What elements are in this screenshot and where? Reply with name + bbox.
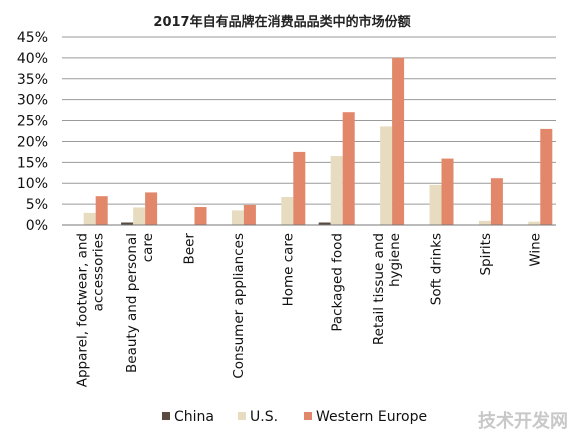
bar-china bbox=[121, 222, 134, 225]
y-tick-label: 20% bbox=[17, 134, 48, 150]
x-category-line: Home care bbox=[280, 233, 296, 306]
bar-china bbox=[318, 222, 331, 225]
x-category-label: Beauty and personal care bbox=[124, 233, 156, 373]
bar-western-europe bbox=[293, 151, 306, 225]
bar-u-s- bbox=[478, 220, 491, 225]
legend-item: U.S. bbox=[238, 409, 278, 425]
x-category-line: Consumer appliances bbox=[231, 233, 247, 379]
x-category-label: Retail tissue and hygiene bbox=[371, 233, 403, 345]
legend-label: China bbox=[174, 409, 214, 425]
y-axis-tick-labels: 0% 5% 10% 15% 20% 25% 30% 35% 40% 45% bbox=[17, 30, 48, 234]
y-tick-label: 30% bbox=[17, 93, 48, 109]
bar-u-s- bbox=[429, 184, 442, 225]
bar-u-s- bbox=[281, 197, 294, 225]
bar-u-s- bbox=[231, 210, 244, 225]
x-category-line: Wine bbox=[527, 233, 543, 267]
x-category-line: Spirits bbox=[478, 233, 494, 276]
y-tick-label: 10% bbox=[17, 176, 48, 192]
bar-u-s- bbox=[528, 221, 541, 225]
y-tick-label: 35% bbox=[17, 72, 48, 88]
legend-label: Western Europe bbox=[316, 409, 427, 425]
x-category-line: Apparel, footwear, and bbox=[75, 233, 91, 387]
bar-western-europe bbox=[243, 204, 256, 225]
x-category-line: Soft drinks bbox=[429, 233, 445, 305]
x-category-line: Packaged food bbox=[330, 233, 346, 332]
legend-swatch bbox=[304, 412, 312, 420]
y-tick-label: 15% bbox=[17, 155, 48, 171]
bar-western-europe bbox=[490, 178, 503, 225]
x-category-label: Home care bbox=[280, 233, 296, 306]
bar-western-europe bbox=[441, 158, 454, 225]
y-tick-label: 25% bbox=[17, 114, 48, 130]
x-category-label: Beer bbox=[182, 233, 198, 265]
bar-western-europe bbox=[145, 192, 158, 225]
bar-u-s- bbox=[330, 156, 343, 225]
x-category-line: Beer bbox=[182, 233, 198, 265]
legend-item: Western Europe bbox=[304, 409, 427, 425]
y-tick-label: 45% bbox=[17, 30, 48, 46]
y-tick-label: 0% bbox=[26, 218, 48, 234]
x-category-label: Packaged food bbox=[330, 233, 346, 332]
x-category-label: Wine bbox=[527, 233, 543, 267]
x-category-label: Soft drinks bbox=[429, 233, 445, 305]
legend: China U.S. Western Europe bbox=[162, 409, 427, 425]
x-category-line: hygiene bbox=[387, 233, 403, 287]
x-category-line: Retail tissue and bbox=[371, 233, 387, 345]
chart-title: 2017年自有品牌在消费品品类中的市场份额 bbox=[153, 14, 410, 30]
y-tick-label: 40% bbox=[17, 51, 48, 67]
bar-western-europe bbox=[95, 196, 108, 225]
x-category-label: Consumer appliances bbox=[231, 233, 247, 379]
x-category-line: care bbox=[140, 233, 156, 262]
bars bbox=[71, 57, 553, 226]
bar-western-europe bbox=[194, 207, 207, 225]
x-category-line: Beauty and personal bbox=[124, 233, 140, 373]
legend-swatch bbox=[162, 412, 170, 420]
y-tick-label: 5% bbox=[26, 197, 48, 213]
x-category-label: Spirits bbox=[478, 233, 494, 276]
bar-u-s- bbox=[133, 207, 146, 225]
legend-item: China bbox=[162, 409, 214, 425]
bar-western-europe bbox=[540, 128, 553, 225]
legend-swatch bbox=[238, 412, 246, 420]
bar-u-s- bbox=[83, 212, 96, 225]
x-category-label: Apparel, footwear, and accessories bbox=[75, 233, 107, 387]
x-axis-category-labels: Apparel, footwear, and accessories Beauty … bbox=[75, 233, 544, 388]
bar-u-s- bbox=[380, 126, 393, 225]
x-category-line: accessories bbox=[91, 233, 107, 311]
watermark: 技术开发网 bbox=[478, 410, 568, 432]
legend-label: U.S. bbox=[250, 409, 278, 425]
bar-western-europe bbox=[392, 57, 405, 226]
gridlines bbox=[62, 36, 556, 205]
bar-western-europe bbox=[342, 112, 355, 225]
